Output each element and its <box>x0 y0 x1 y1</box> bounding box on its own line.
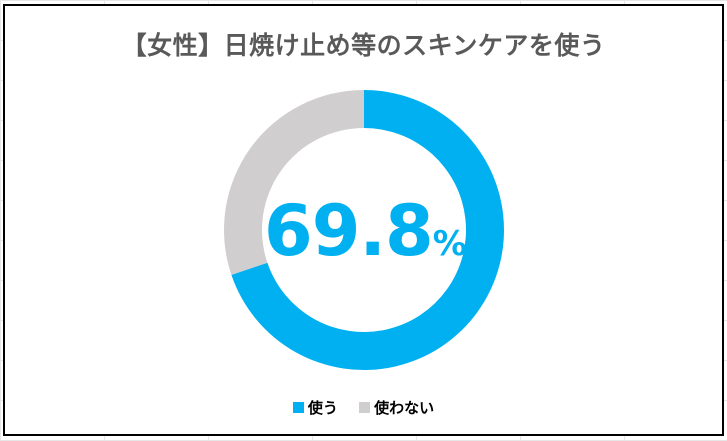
legend-label: 使う <box>307 399 338 417</box>
chart-title: 【女性】日焼け止め等のスキンケアを使う <box>121 31 606 60</box>
legend-item-use: 使う <box>292 397 338 418</box>
legend-swatch <box>292 402 304 413</box>
legend-swatch <box>359 402 371 413</box>
legend-item-not-use: 使わない <box>359 397 434 418</box>
legend-label: 使わない <box>374 399 435 417</box>
legend: 使う 使わない <box>0 397 727 418</box>
center-label: 69.8% <box>264 190 467 272</box>
center-unit: % <box>432 224 467 264</box>
donut-slice-1 <box>223 90 364 275</box>
center-value: 69.8 <box>264 190 434 272</box>
